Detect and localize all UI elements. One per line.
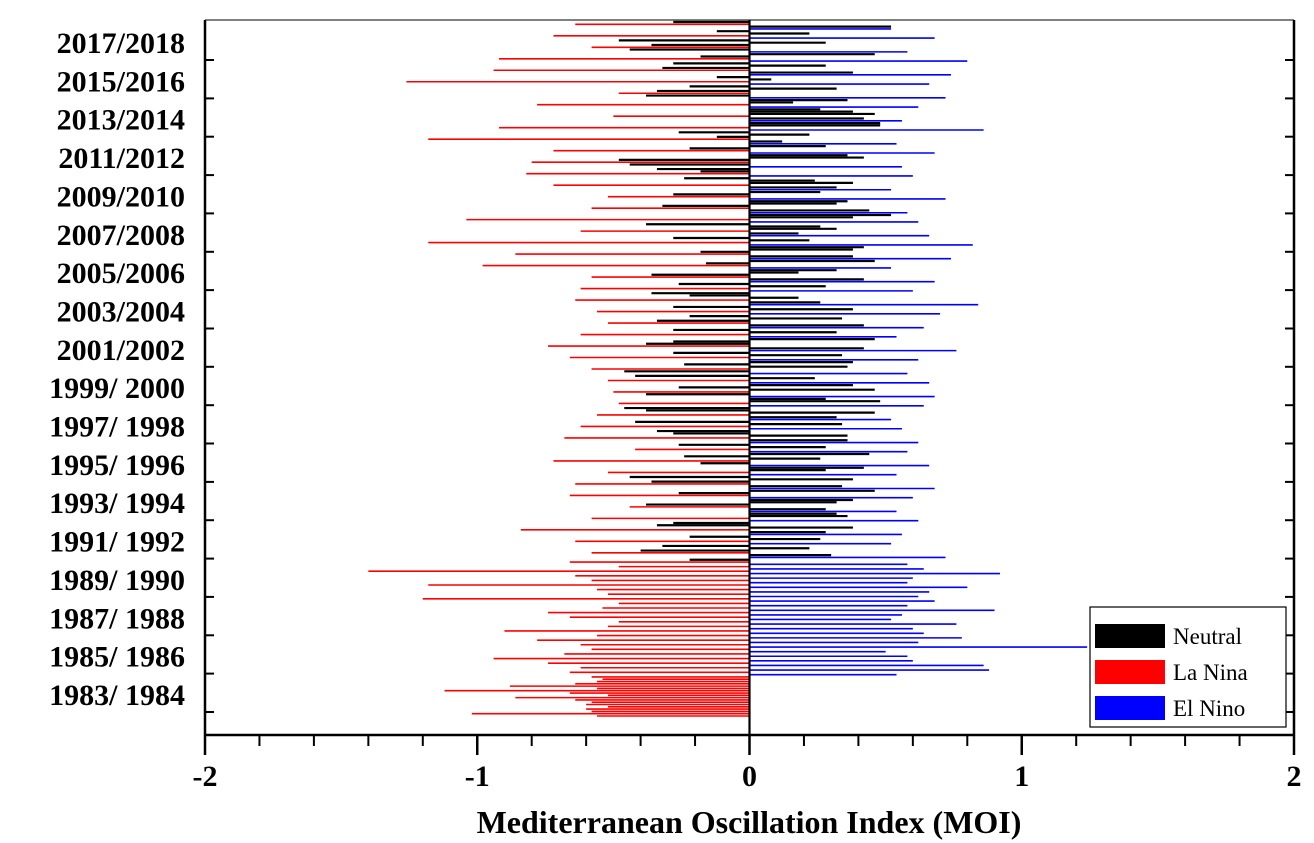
y-tick-label: 2015/2016	[57, 65, 185, 98]
y-tick-label: 1985/ 1986	[49, 641, 185, 674]
y-tick-label: 2003/2004	[57, 296, 185, 329]
y-tick-label: 1991/ 1992	[49, 526, 185, 559]
y-tick-label: 2007/2008	[57, 219, 185, 252]
y-tick-label: 2005/2006	[57, 257, 185, 290]
legend-label-el-nino: El Nino	[1173, 696, 1245, 721]
legend-swatch-la-nina	[1095, 660, 1165, 684]
y-tick-label: 2017/2018	[57, 27, 185, 60]
legend: Neutral La Nina El Nino	[1089, 606, 1287, 728]
y-tick-label: 2011/2012	[58, 142, 185, 175]
x-tick-label: 2	[1287, 760, 1302, 793]
y-tick-label: 2013/2014	[57, 104, 185, 137]
bars-layer	[368, 20, 1088, 717]
x-tick-label: 0	[742, 760, 757, 793]
y-tick-label: 1993/ 1994	[49, 487, 185, 520]
y-tick-label: 1989/ 1990	[49, 564, 185, 597]
x-tick-label: -2	[193, 760, 218, 793]
legend-label-la-nina: La Nina	[1173, 660, 1248, 685]
legend-swatch-neutral	[1095, 624, 1165, 648]
y-tick-label: 1999/ 2000	[49, 372, 185, 405]
y-tick-labels: 2017/2018 2015/2016 2013/2014 2011/2012 2009…	[49, 27, 1294, 713]
y-tick-label: 1983/ 1984	[49, 679, 185, 712]
y-tick-label: 1987/ 1988	[49, 602, 185, 635]
x-axis-ticks: -2 -1 0 1 2	[193, 735, 1302, 793]
legend-swatch-el-nino	[1095, 696, 1165, 720]
y-tick-label: 2009/2010	[57, 180, 185, 213]
y-tick-label: 2001/2002	[57, 334, 185, 367]
y-tick-label: 1997/ 1998	[49, 411, 185, 444]
y-tick-label: 1995/ 1996	[49, 449, 185, 482]
x-tick-label: -1	[465, 760, 490, 793]
x-tick-label: 1	[1014, 760, 1029, 793]
x-axis-title: Mediterranean Oscillation Index (MOI)	[477, 804, 1022, 840]
legend-label-neutral: Neutral	[1173, 624, 1242, 649]
